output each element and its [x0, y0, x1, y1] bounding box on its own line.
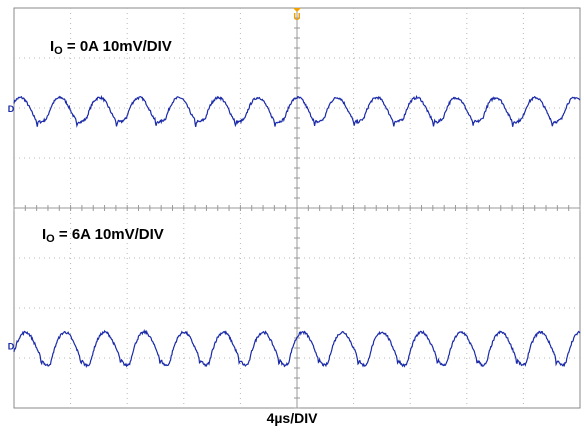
trace-line-1 [13, 328, 581, 369]
graticule [13, 7, 581, 409]
channel-marker-1: D [8, 342, 15, 352]
marker-group: D D U [8, 8, 301, 352]
channel-marker-0: D [8, 104, 15, 114]
trace-group [13, 94, 581, 369]
time-base-label: 4µs/DIV [266, 410, 318, 426]
trace-line-0 [13, 94, 581, 128]
trigger-arrow [293, 8, 301, 12]
channel-label-0a: IO = 0A 10mV/DIV [50, 38, 172, 57]
trigger-marker: U [293, 12, 300, 23]
channel-label-6a: IO = 6A 10mV/DIV [42, 226, 164, 245]
